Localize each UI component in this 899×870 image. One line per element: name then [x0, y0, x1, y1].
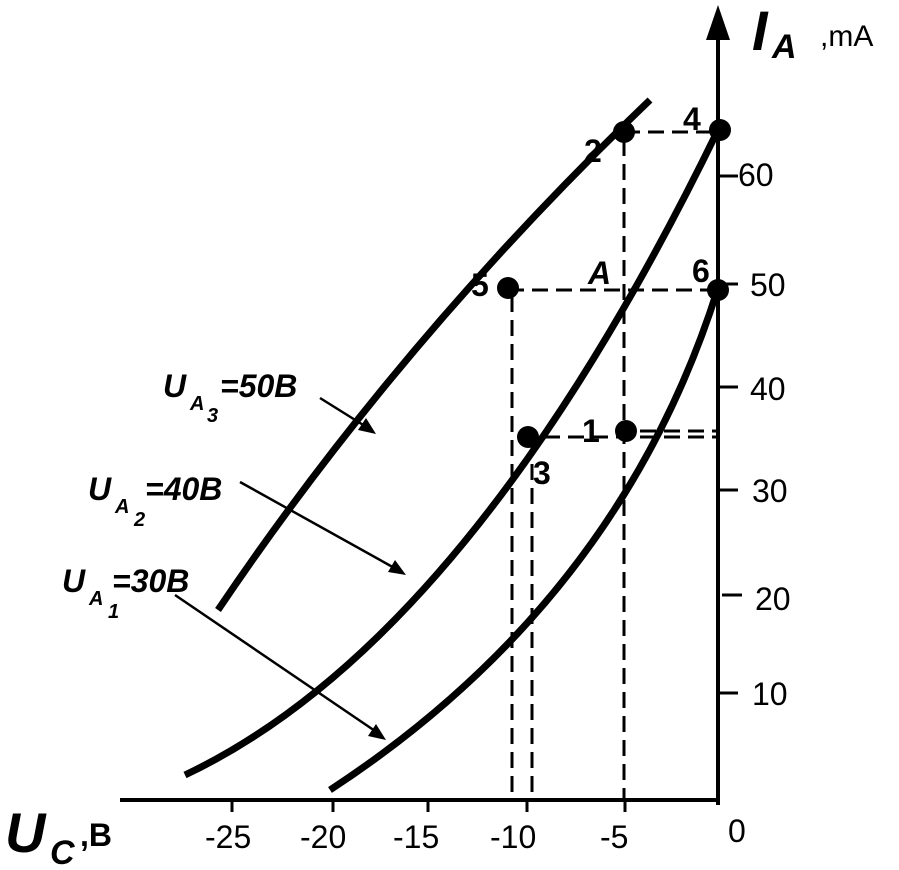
arrow-ua1: [174, 593, 379, 735]
operating-point-label-a: A: [587, 255, 611, 291]
x-tick-label-minus-5: -5: [600, 819, 628, 855]
y-axis-arrowhead: [706, 5, 730, 40]
curve-label-ua3-index: 3: [207, 405, 218, 427]
x-tick-label-minus-25: -25: [205, 819, 251, 855]
curve-label-ua1: U A 1 =30B: [62, 563, 189, 623]
x-tick-label-0: 0: [728, 813, 746, 849]
curve-label-ua2-value: =40B: [145, 471, 222, 507]
curve-ua3-50b: [215, 97, 653, 612]
point-1: [615, 420, 637, 442]
curve-label-ua2-index: 2: [133, 509, 145, 531]
arrow-ua2: [239, 480, 399, 572]
curve-label-ua1-index: 1: [108, 601, 119, 623]
curve-ua1-30b: [328, 286, 722, 793]
point-label-3: 3: [533, 455, 551, 491]
point-4: [709, 119, 731, 141]
x-axis-symbol: U: [5, 801, 47, 864]
x-axis-unit: ,B: [80, 817, 112, 853]
y-tick-label-60: 60: [738, 157, 774, 193]
curve-ua2-40b: [183, 128, 722, 779]
y-axis-subscript: A: [771, 28, 797, 66]
y-tick-label-10: 10: [752, 676, 788, 712]
x-tick-label-minus-15: -15: [393, 819, 439, 855]
curve-label-ua1-value: =30B: [112, 563, 189, 599]
arrow-ua3: [319, 396, 369, 430]
curve-label-ua3-prefix: U: [163, 368, 187, 404]
y-tick-label-20: 20: [755, 581, 791, 617]
point-2: [613, 121, 635, 143]
y-axis-symbol: I: [752, 0, 769, 62]
y-tick-label-50: 50: [750, 267, 786, 303]
x-tick-label-minus-10: -10: [490, 819, 536, 855]
point-label-2: 2: [584, 133, 602, 169]
arrow-ua1-head: [368, 724, 386, 740]
point-label-1: 1: [582, 413, 600, 449]
point-label-5: 5: [471, 267, 489, 303]
curve-label-ua3: U A 3 =50B: [163, 368, 297, 427]
curve-label-ua1-sub: A: [88, 588, 103, 610]
x-axis-subscript: C: [50, 834, 75, 870]
arrow-ua3-head: [358, 418, 376, 434]
point-label-6: 6: [692, 253, 710, 289]
point-3: [517, 426, 539, 448]
x-tick-label-minus-20: -20: [300, 819, 346, 855]
curve-label-ua2-sub: A: [114, 496, 129, 518]
curve-label-ua2-prefix: U: [88, 471, 112, 507]
arrow-ua2-head: [388, 560, 406, 575]
point-label-4: 4: [683, 101, 701, 137]
curve-label-ua2: U A 2 =40B: [88, 471, 222, 531]
curve-label-ua3-value: =50B: [220, 368, 297, 404]
y-tick-label-40: 40: [750, 371, 786, 407]
curve-label-ua3-sub: A: [189, 393, 204, 415]
y-axis-unit: ,mA: [820, 20, 873, 53]
y-tick-label-30: 30: [752, 473, 788, 509]
point-6: [707, 279, 729, 301]
point-5: [497, 277, 519, 299]
curve-label-ua1-prefix: U: [62, 563, 86, 599]
